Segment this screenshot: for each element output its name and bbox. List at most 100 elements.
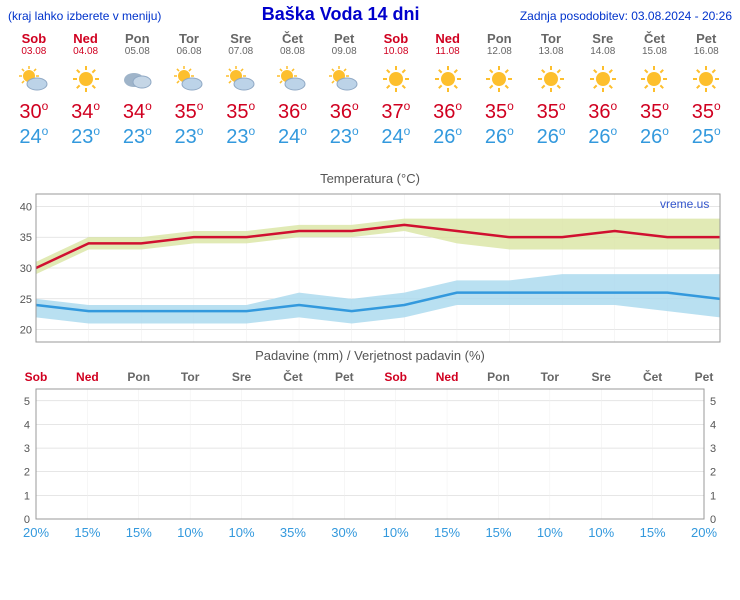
- date-label: 06.08: [163, 46, 215, 57]
- day-of-week: Pet: [318, 31, 370, 46]
- svg-text:Tor: Tor: [541, 370, 560, 384]
- svg-text:Sre: Sre: [592, 370, 612, 384]
- svg-text:Ned: Ned: [76, 370, 99, 384]
- low-temp: 24o: [8, 126, 60, 149]
- page-title: Baška Voda 14 dni: [262, 4, 420, 25]
- svg-text:2: 2: [710, 467, 716, 479]
- weather-icon: [215, 61, 267, 97]
- low-temp: 24o: [267, 126, 319, 149]
- date-label: 08.08: [267, 46, 319, 57]
- date-label: 04.08: [60, 46, 112, 57]
- svg-text:20%: 20%: [23, 525, 49, 540]
- svg-text:Sre: Sre: [232, 370, 252, 384]
- low-temp: 26o: [577, 126, 629, 149]
- day-of-week: Čet: [267, 31, 319, 46]
- date-label: 09.08: [318, 46, 370, 57]
- svg-text:Pon: Pon: [127, 370, 150, 384]
- day-of-week: Pet: [680, 31, 732, 46]
- day-of-week: Ned: [60, 31, 112, 46]
- date-label: 16.08: [680, 46, 732, 57]
- date-label: 07.08: [215, 46, 267, 57]
- weather-icon: [163, 61, 215, 97]
- low-temp: 24o: [370, 126, 422, 149]
- low-temp: 26o: [473, 126, 525, 149]
- svg-text:20%: 20%: [691, 525, 717, 540]
- svg-text:Tor: Tor: [181, 370, 200, 384]
- weather-icon: [422, 61, 474, 97]
- svg-text:10%: 10%: [537, 525, 563, 540]
- high-temp: 35o: [215, 101, 267, 124]
- svg-text:30%: 30%: [331, 525, 357, 540]
- svg-text:Ned: Ned: [436, 370, 459, 384]
- svg-text:5: 5: [710, 396, 716, 408]
- day-column: Pon12.0835o26o: [473, 31, 525, 149]
- day-of-week: Pon: [473, 31, 525, 46]
- day-of-week: Sob: [8, 31, 60, 46]
- day-column: Sob10.0837o24o: [370, 31, 422, 149]
- high-temp: 34o: [60, 101, 112, 124]
- high-temp: 35o: [680, 101, 732, 124]
- high-temp: 35o: [163, 101, 215, 124]
- day-column: Čet08.08 36o24o: [267, 31, 319, 149]
- high-temp: 35o: [525, 101, 577, 124]
- svg-text:Pet: Pet: [335, 370, 354, 384]
- last-updated: Zadnja posodobitev: 03.08.2024 - 20:26: [520, 9, 732, 23]
- svg-text:10%: 10%: [383, 525, 409, 540]
- temp-chart-title: Temperatura (°C): [8, 171, 732, 186]
- low-temp: 26o: [629, 126, 681, 149]
- day-column: Čet15.0835o26o: [629, 31, 681, 149]
- low-temp: 23o: [163, 126, 215, 149]
- day-column: Tor06.0835o23o: [163, 31, 215, 149]
- precip-chart-section: Padavine (mm) / Verjetnost padavin (%) S…: [8, 348, 732, 545]
- high-temp: 30o: [8, 101, 60, 124]
- low-temp: 23o: [215, 126, 267, 149]
- svg-text:vreme.us: vreme.us: [660, 197, 709, 211]
- high-temp: 36o: [318, 101, 370, 124]
- weather-icon: [473, 61, 525, 97]
- svg-text:15%: 15%: [74, 525, 100, 540]
- high-temp: 36o: [267, 101, 319, 124]
- date-label: 11.08: [422, 46, 474, 57]
- svg-text:35: 35: [20, 232, 32, 244]
- weather-icon: [60, 61, 112, 97]
- day-column: Pet09.0836o23o: [318, 31, 370, 149]
- precip-chart-title: Padavine (mm) / Verjetnost padavin (%): [8, 348, 732, 363]
- day-column: Tor13.0835o26o: [525, 31, 577, 149]
- high-temp: 35o: [629, 101, 681, 124]
- svg-text:Sob: Sob: [25, 370, 48, 384]
- forecast-strip: Sob03.0830o24oNed04.0834o23oPon05.0834o2…: [8, 31, 732, 149]
- day-column: Sob03.08 30o24o: [8, 31, 60, 149]
- weather-icon: [680, 61, 732, 97]
- date-label: 03.08: [8, 46, 60, 57]
- day-column: Sre14.0836o26o: [577, 31, 629, 149]
- svg-text:25: 25: [20, 294, 32, 306]
- day-column: Pet16.08 35o25o: [680, 31, 732, 149]
- svg-text:15%: 15%: [434, 525, 460, 540]
- svg-text:15%: 15%: [126, 525, 152, 540]
- low-temp: 25o: [680, 126, 732, 149]
- svg-text:Čet: Čet: [643, 369, 662, 384]
- svg-text:10%: 10%: [588, 525, 614, 540]
- day-column: Ned11.0836o26o: [422, 31, 474, 149]
- high-temp: 37o: [370, 101, 422, 124]
- day-of-week: Pon: [111, 31, 163, 46]
- temperature-chart-section: Temperatura (°C) 2025303540vreme.us: [8, 171, 732, 348]
- svg-text:Čet: Čet: [283, 369, 302, 384]
- weather-icon: [525, 61, 577, 97]
- day-of-week: Sob: [370, 31, 422, 46]
- precip-chart: SobNedPonTorSreČetPetSobNedPonTorSreČetP…: [8, 365, 732, 545]
- low-temp: 23o: [111, 126, 163, 149]
- date-label: 05.08: [111, 46, 163, 57]
- day-column: Pon05.0834o23o: [111, 31, 163, 149]
- svg-text:Sob: Sob: [384, 370, 407, 384]
- date-label: 12.08: [473, 46, 525, 57]
- day-of-week: Ned: [422, 31, 474, 46]
- svg-text:Pon: Pon: [487, 370, 510, 384]
- svg-text:20: 20: [20, 325, 32, 337]
- header-row: (kraj lahko izberete v meniju) Baška Vod…: [8, 4, 732, 25]
- svg-text:15%: 15%: [640, 525, 666, 540]
- weather-icon: [111, 61, 163, 97]
- weather-icon: [577, 61, 629, 97]
- svg-text:3: 3: [710, 443, 716, 455]
- low-temp: 26o: [525, 126, 577, 149]
